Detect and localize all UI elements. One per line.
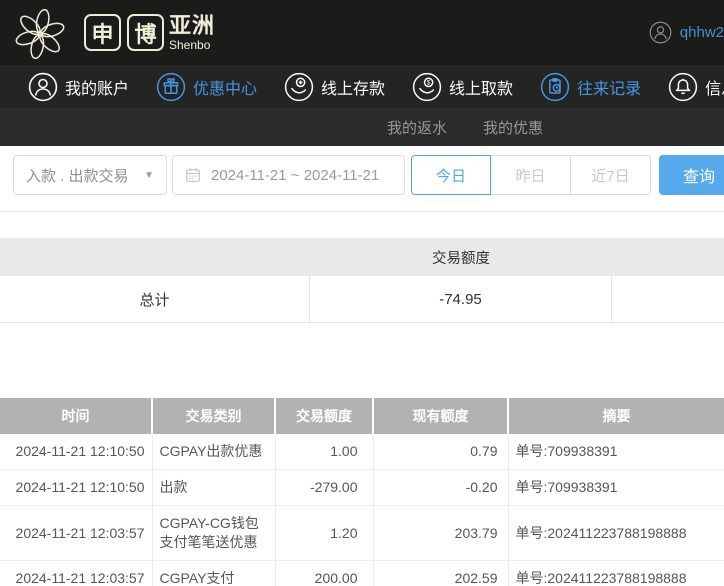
summary-header-label: 交易额度 [432, 250, 490, 267]
cell-summary: 单号:709938391 [508, 469, 724, 506]
table-row: 2024-11-21 12:10:50 出款 -279.00 -0.20 单号:… [0, 469, 724, 506]
nav-label: 优惠中心 [193, 80, 258, 98]
top-header: 申 博 亚洲 Shenbo qhhw2 [0, 0, 724, 65]
table-header-row: 时间 交易类别 交易额度 现有额度 摘要 [0, 398, 724, 434]
cell-time: 2024-11-21 12:03:57 [0, 560, 153, 586]
subnav-item-promos[interactable]: 我的优惠 [483, 119, 544, 137]
cell-time: 2024-11-21 12:10:50 [0, 434, 153, 470]
logo-subtitle: Shenbo [169, 37, 211, 52]
cell-amount: -279.00 [275, 469, 374, 506]
nav-label: 线上取款 [449, 80, 514, 98]
nav-item-withdraw[interactable]: $ 线上取款 [412, 72, 513, 102]
cell-summary: 单号:202411223788198888 [508, 560, 724, 586]
cell-amount: 200.00 [275, 560, 374, 586]
quick-date-button-group: 今日 昨日 近7日 [411, 155, 651, 195]
transaction-type-dropdown[interactable]: 入款 . 出款交易 ▼ [13, 155, 167, 195]
nav-label: 信息 [705, 80, 724, 98]
cell-balance: 0.79 [373, 434, 509, 470]
nav-item-messages[interactable]: 信息 [668, 72, 724, 102]
cell-balance: 202.59 [373, 560, 509, 586]
logo-characters: 申 博 [84, 14, 164, 51]
cell-time: 2024-11-21 12:10:50 [0, 469, 153, 506]
col-header-summary: 摘要 [508, 398, 724, 434]
summary-total-label: 总计 [139, 291, 170, 309]
cell-summary: 单号:202411223788198888 [508, 505, 724, 561]
bell-icon [668, 72, 698, 101]
transactions-table: 时间 交易类别 交易额度 现有额度 摘要 2024-11-21 12:10:50… [0, 398, 724, 586]
summary-header-amount: 交易额度 [310, 247, 612, 268]
cell-type: CGPAY出款优惠 [152, 434, 276, 470]
summary-header-row: 交易额度 [0, 238, 724, 276]
flower-logo-icon [15, 8, 65, 59]
subnav-item-rebate[interactable]: 我的返水 [387, 119, 448, 137]
nav-label: 往来记录 [577, 80, 642, 98]
cell-type: CGPAY-CG钱包支付笔笔送优惠 [152, 505, 276, 561]
filter-bar: 入款 . 出款交易 ▼ 2024-11-21 ~ 2024-11-21 今日 昨… [0, 146, 724, 212]
col-header-balance: 现有额度 [373, 398, 509, 434]
cell-summary: 单号:709938391 [508, 434, 724, 470]
gift-icon [156, 72, 186, 101]
username-text: qhhw2 [679, 24, 724, 41]
col-header-type: 交易类别 [152, 398, 276, 434]
table-row: 2024-11-21 12:03:57 CGPAY-CG钱包支付笔笔送优惠 1.… [0, 505, 724, 561]
records-icon [540, 72, 570, 101]
cell-balance: 203.79 [373, 505, 509, 561]
account-menu[interactable]: qhhw2 [649, 21, 724, 44]
nav-item-deposit[interactable]: 线上存款 [284, 72, 385, 102]
chevron-down-icon: ▼ [144, 169, 154, 181]
svg-text:$: $ [427, 79, 431, 86]
date-range-input[interactable]: 2024-11-21 ~ 2024-11-21 [172, 155, 405, 195]
last-7-days-button[interactable]: 近7日 [571, 155, 651, 195]
nav-item-promotions[interactable]: 优惠中心 [156, 72, 257, 102]
date-range-value: 2024-11-21 ~ 2024-11-21 [211, 166, 380, 184]
withdraw-icon: $ [412, 72, 442, 101]
brand-logo[interactable]: 申 博 亚洲 Shenbo [12, 4, 215, 62]
user-avatar-icon [649, 21, 672, 44]
logo-char-bo: 博 [127, 14, 164, 51]
nav-item-my-account[interactable]: 我的账户 [28, 72, 129, 102]
deposit-icon [284, 72, 314, 101]
transaction-type-value: 入款 . 出款交易 [26, 167, 129, 185]
cell-amount: 1.20 [275, 505, 374, 561]
user-icon [28, 72, 58, 101]
logo-region-text: 亚洲 [169, 12, 216, 38]
cell-amount: 1.00 [275, 434, 374, 470]
col-header-time: 时间 [0, 398, 153, 434]
main-nav: 我的账户 优惠中心 线上存款 [0, 65, 724, 108]
logo-region-wrap: 亚洲 Shenbo [169, 12, 216, 52]
cell-type: 出款 [152, 469, 276, 506]
summary-total-row: 总计 -74.95 [0, 276, 724, 323]
nav-label: 我的账户 [65, 80, 130, 98]
cell-time: 2024-11-21 12:03:57 [0, 505, 153, 561]
cell-type: CGPAY支付 [152, 560, 276, 586]
calendar-icon [185, 168, 201, 183]
today-button[interactable]: 今日 [411, 155, 491, 195]
nav-item-records[interactable]: 往来记录 [540, 72, 641, 102]
summary-total-value: -74.95 [439, 290, 482, 308]
table-row: 2024-11-21 12:03:57 CGPAY支付 200.00 202.5… [0, 560, 724, 586]
search-button[interactable]: 查询 [659, 155, 724, 195]
cell-balance: -0.20 [373, 469, 509, 506]
logo-char-shen: 申 [84, 14, 121, 51]
sub-nav: 我的返水 我的优惠 [0, 108, 724, 146]
nav-label: 线上存款 [321, 80, 386, 98]
table-row: 2024-11-21 12:10:50 CGPAY出款优惠 1.00 0.79 … [0, 434, 724, 470]
yesterday-button[interactable]: 昨日 [491, 155, 571, 195]
col-header-amount: 交易额度 [275, 398, 374, 434]
summary-table: 交易额度 总计 -74.95 [0, 238, 724, 323]
